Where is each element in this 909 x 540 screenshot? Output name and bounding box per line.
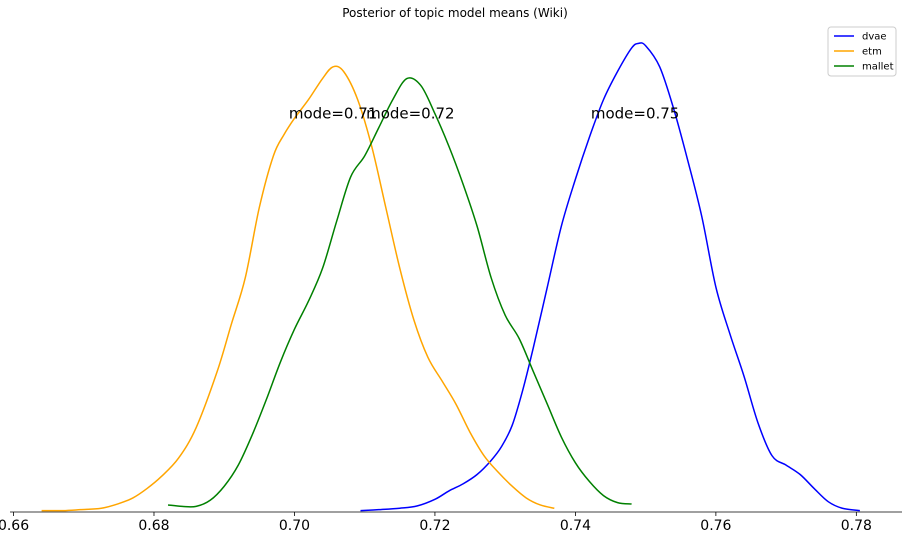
x-tick-label: 0.70 [279,518,310,534]
legend-frame [827,26,897,77]
legend-label-dvae: dvae [862,32,887,43]
x-tick-label: 0.66 [0,518,29,534]
chart-title: Posterior of topic model means (Wiki) [342,6,568,20]
series-line-etm [41,65,555,512]
legend-label-etm: etm [862,47,882,58]
x-tick-label: 0.74 [560,518,591,534]
plot-curves [41,42,860,512]
mode-annotation: mode=0.75 [591,104,680,122]
x-tick-label: 0.76 [700,518,731,534]
mode-annotation: mode=0.71 [289,104,378,122]
legend: dvae etm mallet [827,26,897,77]
x-tick-label: 0.72 [419,518,450,534]
x-tick-label: 0.78 [841,518,872,534]
x-tick-label: 0.68 [138,518,169,534]
legend-label-mallet: mallet [862,62,894,73]
series-line-dvae [360,42,860,512]
mode-annotation: mode=0.72 [366,104,455,122]
series-line-mallet [167,77,632,508]
x-axis-ticks: 0.66 0.68 0.70 0.72 0.74 0.76 0.78 [0,512,872,534]
